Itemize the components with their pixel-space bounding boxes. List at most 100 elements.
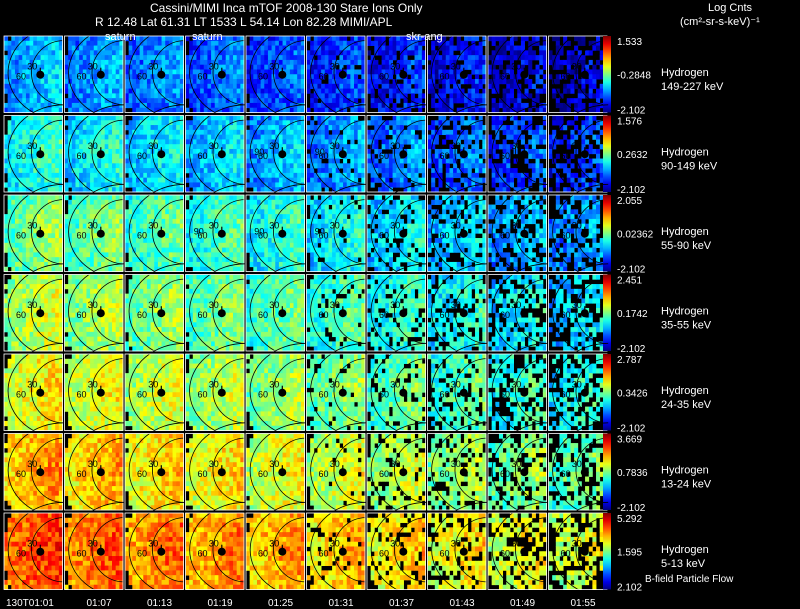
saturn-icon: [36, 388, 45, 397]
colorbar-title: Log Cnts: [708, 2, 753, 14]
saturn-icon: [157, 229, 166, 238]
saturn-icon: [520, 468, 529, 477]
ring-label: 90: [194, 227, 204, 237]
ring-label: 30: [451, 459, 461, 469]
ring-label: 60: [137, 151, 147, 161]
ring-label: 30: [511, 62, 521, 72]
species-label: Hydrogen: [661, 306, 709, 318]
time-tick-label: 01:49: [510, 598, 535, 609]
ring-label: 30: [511, 459, 521, 469]
ring-label: 60: [440, 469, 450, 479]
saturn-icon: [278, 388, 287, 397]
saturn-icon: [36, 547, 45, 556]
ring-label: 60: [198, 390, 208, 400]
ring-label: 60: [258, 549, 268, 559]
ring-label: 60: [561, 310, 571, 320]
colorbar: [603, 36, 611, 113]
ring-label: 30: [269, 141, 279, 151]
marker-label: saturn: [105, 31, 136, 43]
saturn-icon: [520, 229, 529, 238]
ring-label: 90: [254, 147, 264, 157]
ring-label: 60: [561, 231, 571, 241]
species-label: Hydrogen: [661, 385, 709, 397]
ring-label: 60: [319, 390, 329, 400]
saturn-icon: [217, 468, 226, 477]
colorbar-min-label: -2.102: [617, 424, 646, 435]
ring-label: 30: [451, 539, 461, 549]
ring-label: 30: [511, 380, 521, 390]
ring-label: 30: [88, 459, 98, 469]
time-tick-label: 130T01:01: [6, 598, 54, 609]
ring-label: 60: [16, 390, 26, 400]
saturn-icon: [36, 468, 45, 477]
saturn-icon: [36, 150, 45, 159]
ring-label: 30: [451, 62, 461, 72]
saturn-icon: [580, 70, 589, 79]
colorbar: [603, 115, 611, 192]
ring-label: 30: [209, 459, 219, 469]
ring-label: 30: [451, 380, 461, 390]
saturn-icon: [338, 309, 347, 318]
ring-label: 60: [319, 231, 329, 241]
ring-label: 90: [254, 227, 264, 237]
ring-label: 30: [390, 62, 400, 72]
species-label: Hydrogen: [661, 226, 709, 238]
ring-label: 30: [209, 62, 219, 72]
colorbar-mid-label: 0.3426: [617, 388, 648, 399]
saturn-icon: [157, 70, 166, 79]
ring-label: 60: [319, 310, 329, 320]
saturn-icon: [399, 70, 408, 79]
ring-label: 60: [379, 151, 389, 161]
ring-label: 30: [209, 141, 219, 151]
ring-label: 60: [319, 151, 329, 161]
energy-label: 5-13 keV: [661, 558, 706, 570]
time-tick-label: 01:19: [208, 598, 233, 609]
ring-label: 60: [379, 231, 389, 241]
ring-label: 30: [511, 141, 521, 151]
saturn-icon: [459, 150, 468, 159]
saturn-icon: [278, 547, 287, 556]
time-tick-label: 01:43: [450, 598, 475, 609]
ring-label: 60: [379, 390, 389, 400]
ring-label: 30: [269, 539, 279, 549]
ring-label: 60: [77, 549, 87, 559]
ring-label: 60: [137, 310, 147, 320]
colorbar-max-label: 1.533: [617, 37, 642, 48]
ring-label: 60: [258, 310, 268, 320]
chart-title: Cassini/MIMI Inca mTOF 2008-130 Stare Io…: [150, 1, 423, 15]
saturn-icon: [520, 70, 529, 79]
ring-label: 60: [500, 72, 510, 82]
saturn-icon: [580, 229, 589, 238]
ring-label: 60: [500, 469, 510, 479]
ring-label: 60: [77, 72, 87, 82]
ring-label: 60: [16, 72, 26, 82]
ring-label: 30: [88, 221, 98, 231]
time-tick-label: 01:13: [147, 598, 172, 609]
saturn-icon: [520, 547, 529, 556]
ring-label: 60: [16, 549, 26, 559]
ring-label: 60: [198, 72, 208, 82]
